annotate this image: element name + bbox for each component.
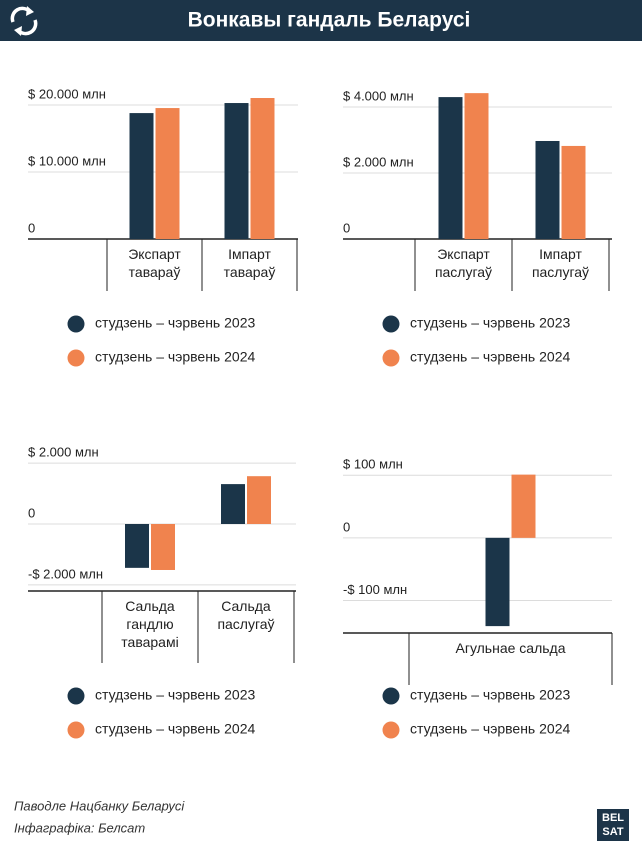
bar [250,98,275,240]
x-tick-label-box: Агульнае сальда [455,640,566,656]
header-title: Вонкавы гандаль Беларусі [188,9,471,32]
bar [511,474,536,538]
y-tick-label: $ 4.000 млн [343,88,414,103]
bar [485,537,510,627]
y-tick-label: 0 [28,505,35,520]
x-tick-label-box: Экспарт паслугаў [434,246,493,280]
header-bar [0,0,642,41]
bar [224,103,249,240]
y-tick-label: -$ 2.000 млн [28,566,103,581]
bar [129,113,154,239]
legend-label: студзень – чэрвень 2024 [410,349,570,365]
x-tick-label-box: Сальда паслугаў [217,598,275,632]
legend-swatch [67,349,85,367]
legend-label: студзень – чэрвень 2023 [410,315,570,331]
x-tick-label-box: Імпарт паслугаў [531,246,590,280]
x-tick-label: Экспарт паслугаў [434,246,493,280]
y-tick-label: $ 20.000 млн [28,86,106,101]
y-tick-label: -$ 100 млн [343,582,407,597]
bar [535,140,560,239]
source: Паводле Нацбанку Беларусі [14,798,185,813]
legend-label: студзень – чэрвень 2023 [95,687,255,703]
bar [247,476,271,524]
y-tick-label: 0 [343,220,350,235]
refresh-arrowheads [14,6,34,36]
x-tick-label-box: Імпарт тавараў [223,246,276,280]
legend-swatch [382,315,400,333]
x-tick-label: Сальда гандлю таварамі [121,598,179,650]
logo-text: SAT [602,826,623,838]
y-tick-label: $ 10.000 млн [28,153,106,168]
y-tick-label: 0 [28,220,35,235]
legend-label: студзень – чэрвень 2024 [95,349,255,365]
legend-swatch [67,721,85,739]
legend-label: студзень – чэрвень 2024 [95,721,255,737]
legend-label: студзень – чэрвень 2023 [410,687,570,703]
bar [155,108,180,240]
legend-label: студзень – чэрвень 2023 [95,315,255,331]
legend-swatch [382,721,400,739]
legend-swatch [382,687,400,705]
x-tick-label: Імпарт тавараў [223,246,276,280]
bar [561,145,586,239]
x-tick-label: Экспарт тавараў [128,246,181,280]
bar [438,97,463,239]
bar [464,93,489,239]
credit: Інфаграфіка: Белсат [14,820,145,835]
x-tick-label: Сальда паслугаў [217,598,275,632]
legend-label: студзень – чэрвень 2024 [410,721,570,737]
bar [221,484,245,524]
x-tick-label-box: Сальда гандлю таварамі [121,598,179,650]
legend-swatch [67,315,85,333]
legend-swatch [382,349,400,367]
bar [125,524,149,568]
y-tick-label: $ 2.000 млн [343,154,414,169]
legend-swatch [67,687,85,705]
x-tick-label-box: Экспарт тавараў [128,246,181,280]
y-tick-label: 0 [343,519,350,534]
bar [151,524,175,570]
x-tick-label: Імпарт паслугаў [531,246,590,280]
y-tick-label: $ 100 млн [343,457,403,472]
x-tick-label: Агульнае сальда [455,640,566,656]
logo-text: BEL [602,812,624,824]
logo-box [597,809,629,841]
y-tick-label: $ 2.000 млн [28,445,99,460]
